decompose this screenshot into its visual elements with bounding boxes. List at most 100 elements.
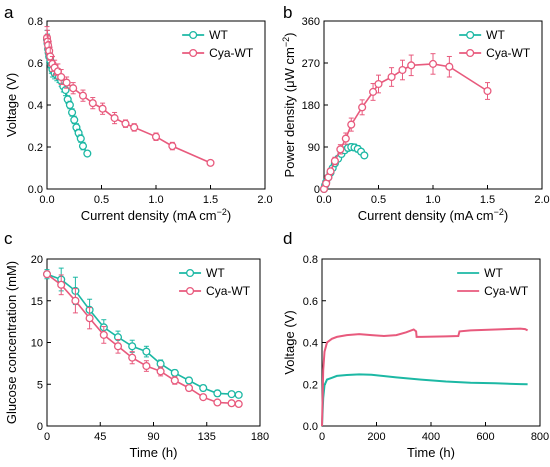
panel-letter-b: b [283,3,292,22]
y-tick-label: 0.4 [303,338,318,350]
y-tick-label: 20 [31,254,43,266]
legend-marker [189,48,198,58]
data-point [57,280,66,289]
y-tick-label: 90 [308,142,320,154]
x-axis-label: Current density (mA cm−2) [81,207,231,223]
panel-letter-c: c [4,229,13,248]
data-point [374,79,383,89]
x-tick-label: 0 [319,431,325,443]
data-point [398,65,407,75]
legend-entry-cya-wt: Cya-WT [182,46,254,60]
y-tick-label: 10 [31,338,43,350]
data-point [99,330,108,339]
data-point [170,376,179,385]
y-tick-label: 0.0 [303,421,318,433]
x-tick-label: 1.0 [148,194,163,206]
data-point [428,59,438,68]
panel-letter-d: d [283,229,292,248]
x-tick-label: 1.5 [203,194,218,206]
x-tick-label: 1.5 [480,194,495,206]
data-point [128,353,137,362]
y-tick-label: 0 [37,421,43,433]
legend-label: Cya-WT [486,46,531,60]
y-axis-label: Voltage (V) [282,310,297,374]
y-tick-label: 0.4 [28,100,43,112]
data-point [347,120,356,129]
legend-marker [189,30,198,40]
data-point [71,296,80,305]
legend-label: WT [206,266,225,280]
chart-b: 0.0 0.5 1.0 1.5 2.0 0 90 180 270 360 Current densi… [281,16,550,223]
legend-marker [466,48,475,58]
legend-marker [186,268,195,278]
x-tick-label: 200 [367,431,385,443]
y-axis-label: Glucose concentration (mM) [4,261,19,424]
y-tick-label: 0.8 [28,16,43,28]
data-point [234,390,243,399]
series-line [321,327,529,427]
data-point [142,347,151,356]
data-point [326,167,335,176]
legend-entry-wt: WT [459,28,505,42]
legend-marker [466,30,475,40]
data-point [341,134,350,143]
x-tick-label: 45 [94,431,106,443]
y-tick-label: 0.6 [28,58,43,70]
data-point [70,115,79,124]
x-tick-label: 2.0 [257,194,272,206]
data-point [98,104,107,113]
legend-label: Cya-WT [484,284,529,298]
data-point [151,132,161,141]
y-axis-label: Power density (μW cm−2) [281,33,297,178]
x-tick-label: 180 [251,431,269,443]
data-point [387,72,396,82]
x-axis-label: Current density (mA cm−2) [358,207,508,223]
legend-label: WT [486,28,505,42]
data-point [42,270,52,279]
data-point [445,62,454,71]
series-line [321,373,528,427]
chart-d: 0 200 400 600 800 0.0 0.2 0.4 0.6 0.8 Time (h) Volt… [282,254,549,460]
x-axis-label: Time (h) [130,445,178,460]
y-tick-label: 270 [302,58,320,70]
data-point [483,86,492,96]
data-point [213,389,222,398]
x-tick-label: 90 [147,431,159,443]
x-tick-label: 1.0 [425,194,440,206]
y-tick-label: 0.6 [303,296,318,308]
data-point [62,78,71,87]
data-point [128,342,137,351]
chart-c: 0 45 90 135 180 0 5 10 15 20 Time (h) Glucose conce… [4,254,269,460]
data-point [184,383,194,393]
data-point [199,393,208,402]
data-point [78,91,88,100]
data-point [360,151,369,160]
x-tick-label: 2.0 [534,194,549,206]
legend-label: Cya-WT [206,284,251,298]
y-tick-label: 180 [302,100,320,112]
data-point [184,376,194,385]
series-cya-wt [321,327,529,427]
data-point [227,399,236,408]
data-point [61,86,70,95]
data-point [336,145,345,154]
data-point [234,399,243,409]
data-point [57,72,66,82]
data-point [156,359,165,368]
legend-label: WT [209,28,228,42]
y-tick-label: 15 [31,296,43,308]
legend-entry-cya-wt: Cya-WT [457,284,529,298]
data-point [65,100,74,110]
data-point [142,361,151,371]
data-point [213,398,222,407]
y-tick-label: 5 [37,379,43,391]
y-tick-label: 0.2 [28,142,43,154]
series-cya-wt [42,26,215,167]
data-point [113,342,123,351]
data-point [206,158,215,167]
x-tick-label: 0.0 [316,194,331,206]
x-tick-label: 600 [476,431,494,443]
data-point [227,390,236,399]
legend-label: WT [484,266,503,280]
data-point [78,142,88,151]
